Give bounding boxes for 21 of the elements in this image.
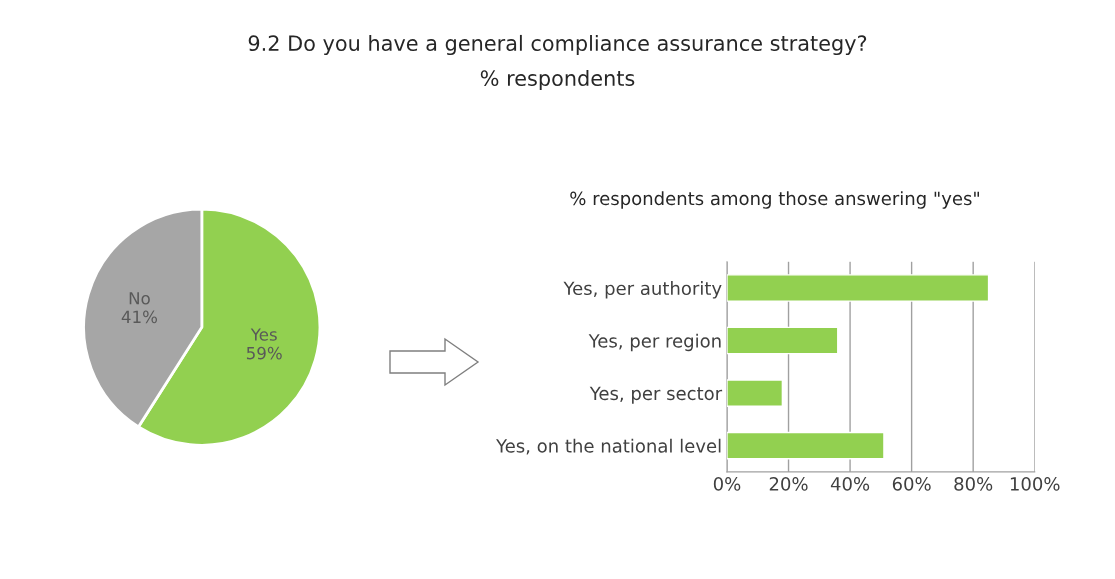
y-tick-label: Yes, per region bbox=[588, 333, 721, 352]
x-tick-label: 0% bbox=[713, 477, 741, 491]
bar bbox=[726, 431, 885, 460]
x-tick-label: 100% bbox=[1010, 477, 1060, 491]
text: 9.2 Do you have a general compliance assurance strategy? bbox=[248, 34, 867, 56]
x-tick-label: 40% bbox=[830, 477, 870, 491]
x-tick-label: 60% bbox=[892, 477, 931, 491]
x-tick-label: 20% bbox=[769, 477, 808, 491]
data-label: 59% bbox=[246, 346, 282, 360]
bar bbox=[726, 379, 784, 407]
bar bbox=[726, 274, 990, 302]
y-tick-label: Yes, per authority bbox=[563, 281, 722, 299]
chart-title: % respondents among those answering "yes" bbox=[570, 191, 979, 209]
bar bbox=[726, 326, 839, 355]
x-tick-label: 80% bbox=[954, 477, 993, 491]
text: % respondents bbox=[480, 69, 635, 91]
slice-label: Yes bbox=[250, 328, 277, 341]
slice-label: No bbox=[129, 292, 150, 305]
y-tick-label: Yes, on the national level bbox=[496, 438, 721, 455]
data-label: 41% bbox=[121, 310, 158, 324]
y-tick-label: Yes, per sector bbox=[589, 386, 723, 404]
